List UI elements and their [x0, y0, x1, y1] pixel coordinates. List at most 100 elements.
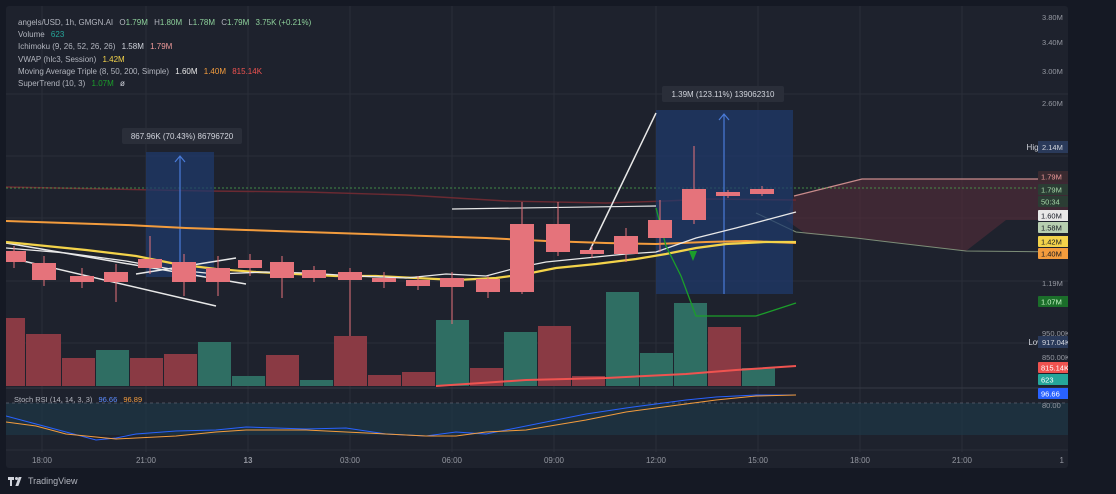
ma-value-3: 815.14K	[232, 66, 263, 76]
candles	[6, 146, 774, 336]
resistance-line	[451, 205, 657, 210]
candle-body	[406, 280, 430, 286]
supertrend-marker	[689, 251, 697, 261]
volume-bar	[742, 368, 775, 386]
price-tag-label: 50:34	[1041, 198, 1060, 207]
price-tag-bg	[1038, 374, 1068, 385]
tradingview-brand: TradingView	[28, 476, 78, 486]
time-tick-label: 1	[1060, 456, 1065, 465]
ichimoku-label: Ichimoku (9, 26, 52, 26, 26)	[18, 42, 116, 52]
legend-supertrend-row[interactable]: SuperTrend (10, 3) 1.07M ø	[18, 78, 311, 90]
vwap-label: VWAP (hlc3, Session)	[18, 54, 97, 64]
open-label: O	[119, 18, 126, 27]
price-tick-label: 1.19M	[1042, 279, 1063, 288]
time-axis[interactable]: 18:00 21:00 13 03:00 06:00 09:00 12:00 15:00 18:…	[32, 456, 1065, 465]
candle-body	[32, 263, 56, 280]
ichimoku-value-2: 1.79M	[150, 42, 173, 52]
candle-body	[172, 262, 196, 282]
candle-body	[682, 189, 706, 220]
time-tick-label: 03:00	[340, 456, 361, 465]
volume-bar	[606, 292, 639, 386]
high-ohlc-label: H	[154, 18, 160, 27]
time-tick-label: 06:00	[442, 456, 463, 465]
candle-body	[648, 220, 672, 238]
candle-body	[614, 236, 638, 254]
price-tag-bg	[1038, 362, 1068, 373]
high-ohlc-value: 1.80M	[159, 18, 183, 27]
legend-vwap-row[interactable]: VWAP (hlc3, Session) 1.42M	[18, 54, 311, 66]
legend-volume-row[interactable]: Volume 623	[18, 29, 311, 41]
price-tag-bg	[1038, 210, 1068, 221]
vwap-value: 1.42M	[102, 54, 125, 64]
time-tick-label: 09:00	[544, 456, 565, 465]
volume-bar	[436, 320, 469, 386]
price-tag-bg	[1038, 296, 1068, 307]
price-tag-bg	[1038, 196, 1068, 207]
footer: TradingView	[8, 476, 78, 486]
price-tag-label: 1.40M	[1041, 250, 1062, 259]
volume-bar	[708, 327, 741, 386]
change-value: 3.75K (+0.21%)	[255, 18, 312, 27]
price-tag-bg	[1038, 222, 1068, 233]
supertrend-value-1: 1.07M	[91, 78, 114, 88]
symbol-line: angels/USD, 1h, GMGN.AI	[18, 18, 114, 27]
volume-bar	[368, 375, 401, 386]
indicator-legend: angels/USD, 1h, GMGN.AI O1.79M H1.80M L1…	[18, 17, 311, 90]
chart-frame[interactable]: 867.96K (70.43%) 86796720 1.39M (123.11%…	[6, 6, 1068, 468]
low-value: 917.04K	[1042, 338, 1068, 347]
measure-arrow-1-head	[174, 155, 186, 163]
volume-bar	[266, 355, 299, 386]
price-tick-label: 850.00K	[1042, 353, 1068, 362]
ma-value-1: 1.60M	[175, 66, 198, 76]
price-tag-label: 96.66	[1041, 390, 1060, 399]
volume-bar	[130, 358, 163, 386]
candle-body	[138, 259, 162, 268]
ma-value-2: 1.40M	[203, 66, 226, 76]
legend-ma-row[interactable]: Moving Average Triple (8, 50, 200, Simpl…	[18, 66, 311, 78]
time-tick-label: 18:00	[850, 456, 871, 465]
legend-ichimoku-row[interactable]: Ichimoku (9, 26, 52, 26, 26) 1.58M 1.79M	[18, 41, 311, 53]
stoch-band	[6, 403, 1068, 435]
time-tick-label: 21:00	[136, 456, 157, 465]
ichimoku-cloud	[786, 179, 1068, 251]
volume-bar	[164, 354, 197, 386]
candle-body	[206, 268, 230, 282]
stoch-name: Stoch RSI (14, 14, 3, 3)	[14, 395, 93, 404]
price-tag-label: 1.42M	[1041, 238, 1062, 247]
volume-bar	[640, 353, 673, 386]
price-tag-label: 623	[1041, 376, 1054, 385]
price-tag-label: 1.07M	[1041, 298, 1062, 307]
stoch-d-value: 96.89	[123, 395, 142, 404]
price-tag-label: 815.14K	[1041, 364, 1068, 373]
candle-body	[546, 224, 570, 252]
time-tick-label: 21:00	[952, 456, 973, 465]
volume-bar	[232, 376, 265, 386]
chart-canvas[interactable]: 867.96K (70.43%) 86796720 1.39M (123.11%…	[6, 6, 1068, 468]
volume-bar	[334, 336, 367, 386]
low-marker: Low 917.04K	[1028, 336, 1068, 348]
volume-bar	[26, 334, 61, 386]
price-tick-label: 3.00M	[1042, 67, 1063, 76]
close-value: 1.79M	[227, 18, 250, 27]
candle-body	[270, 262, 294, 278]
candle-body	[510, 224, 534, 292]
price-tags: 1.79M 1.79M 50:34 1.60M 1.58M 1.42M 1.40M 1.07M…	[1038, 171, 1068, 399]
measure-arrow-2-head	[718, 113, 730, 121]
time-tick-label: 13	[244, 456, 253, 465]
high-label: High	[1027, 143, 1043, 152]
open-value: 1.79M	[125, 18, 148, 27]
volume-bar	[198, 342, 231, 386]
volume-bar	[6, 318, 25, 386]
time-tick-label: 15:00	[748, 456, 769, 465]
legend-symbol-row[interactable]: angels/USD, 1h, GMGN.AI O1.79M H1.80M L1…	[18, 17, 311, 29]
candle-body	[302, 270, 326, 278]
candle-body	[716, 192, 740, 196]
stoch-d-line	[6, 394, 797, 440]
price-tick-label: 3.40M	[1042, 38, 1063, 47]
volume-bar	[62, 358, 95, 386]
price-axis[interactable]: 3.80M 3.40M 3.00M 2.60M 1.19M 950.00K 850.00K	[1042, 13, 1068, 362]
candle-body	[104, 272, 128, 282]
price-tick-label: 950.00K	[1042, 329, 1068, 338]
measure-label-1: 867.96K (70.43%) 86796720	[131, 132, 234, 141]
